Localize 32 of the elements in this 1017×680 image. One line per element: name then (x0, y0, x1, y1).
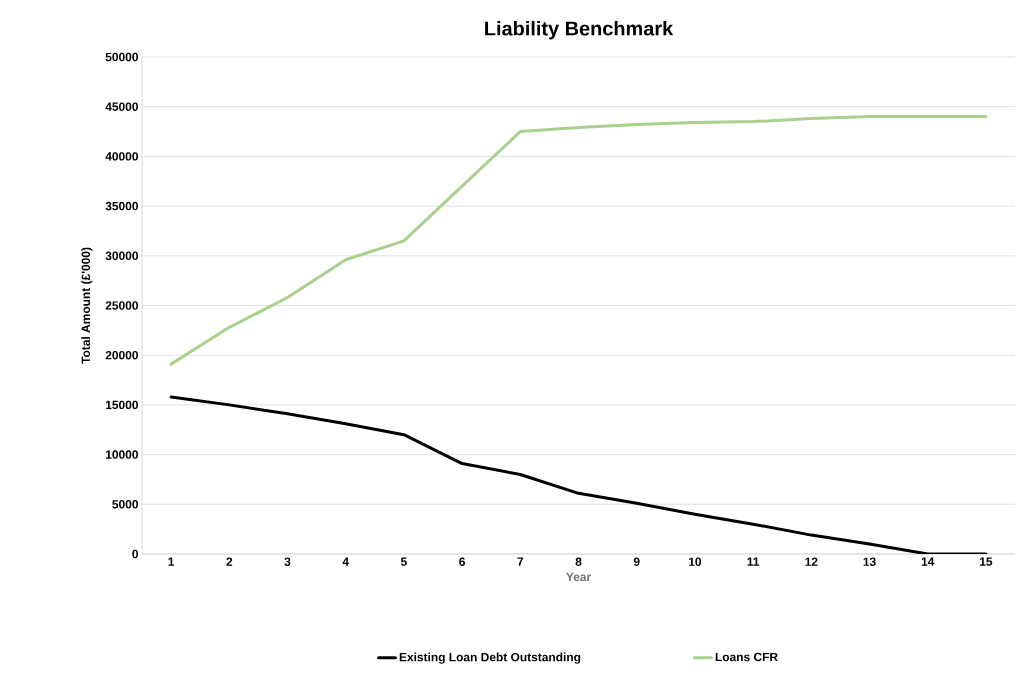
y-tick-label: 30000 (105, 251, 138, 261)
y-tick-label: 10000 (105, 450, 138, 459)
chart-title: Liability Benchmark (485, 20, 674, 40)
x-tick-label: 3 (284, 557, 291, 566)
y-tick-label: 15000 (105, 400, 138, 410)
x-tick-label: 5 (400, 557, 407, 566)
x-tick-label: 12 (805, 557, 818, 566)
x-tick-label: 13 (863, 557, 876, 566)
x-tick-label: 8 (575, 557, 582, 566)
legend-label: Existing Loan Debt Outstanding (399, 652, 581, 664)
y-tick-label: 25000 (105, 301, 138, 310)
y-tick-label: 50000 (105, 52, 138, 62)
x-tick-label: 6 (459, 557, 465, 566)
x-tick-label: 15 (980, 557, 993, 566)
x-tick-label: 4 (342, 557, 349, 566)
line-series (169, 395, 988, 554)
x-tick-label: 14 (921, 557, 935, 566)
x-tick-label: 7 (517, 557, 524, 566)
x-tick-label: 1 (168, 557, 175, 566)
y-tick-label: 40000 (105, 152, 138, 161)
legend-label: Loans CFR (715, 652, 778, 662)
x-tick-label: 11 (747, 557, 760, 566)
y-tick-label: 0 (132, 549, 138, 559)
y-tick-label: 45000 (105, 102, 138, 111)
x-axis-title: Year (566, 572, 591, 582)
x-tick-label: 9 (633, 557, 640, 566)
x-tick-label: 2 (226, 557, 233, 566)
y-axis-title: Total Amount (£'000) (81, 247, 93, 364)
y-tick-label: 35000 (105, 201, 138, 211)
y-tick-label: 20000 (105, 350, 138, 360)
y-tick-label: 5000 (112, 500, 138, 509)
x-tick-label: 10 (689, 557, 702, 566)
